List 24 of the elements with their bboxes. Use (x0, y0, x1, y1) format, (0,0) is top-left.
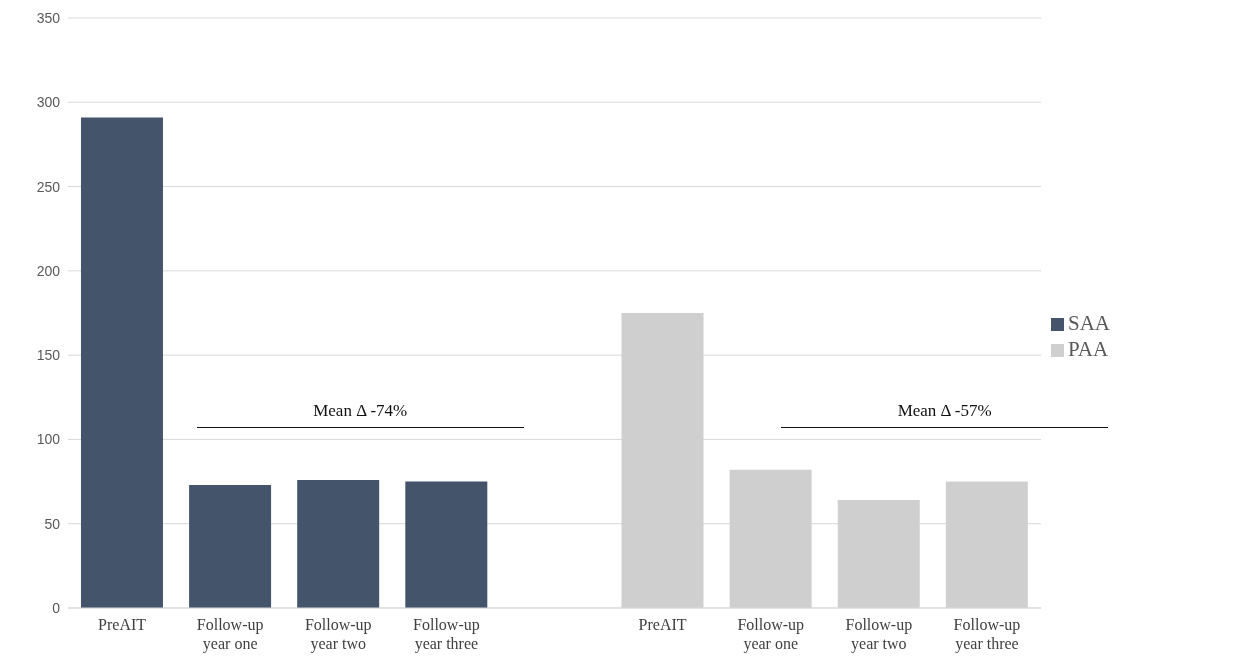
y-tick-label: 250 (36, 178, 61, 195)
y-tick-label: 200 (36, 262, 61, 279)
y-tick-label: 150 (36, 347, 61, 364)
bar (405, 481, 488, 608)
legend-label: SAA (1067, 310, 1110, 335)
y-tick-label: 300 (36, 94, 61, 111)
x-tick-label: Follow-up year two (845, 616, 913, 653)
y-tick-label: 350 (36, 9, 61, 26)
bar (297, 479, 380, 608)
legend-label: PAA (1067, 336, 1109, 361)
y-tick-label: 0 (52, 599, 61, 616)
x-tick-label: PreAIT (638, 616, 687, 633)
x-tick-label: PreAIT (98, 616, 147, 633)
bar (80, 117, 163, 608)
y-tick-label: 100 (36, 431, 61, 448)
x-tick-label: Follow-up year three (953, 616, 1021, 653)
x-tick-label: Follow-up year one (196, 616, 264, 653)
y-tick-label: 50 (44, 515, 61, 532)
annotation: Mean Δ -57% (896, 401, 993, 421)
x-tick-label: Follow-up year one (737, 616, 805, 653)
annotation: Mean Δ -74% (312, 401, 409, 421)
bar (189, 484, 272, 608)
x-tick-label: Follow-up year three (413, 616, 480, 653)
x-tick-label: Follow-up year two (304, 616, 372, 653)
